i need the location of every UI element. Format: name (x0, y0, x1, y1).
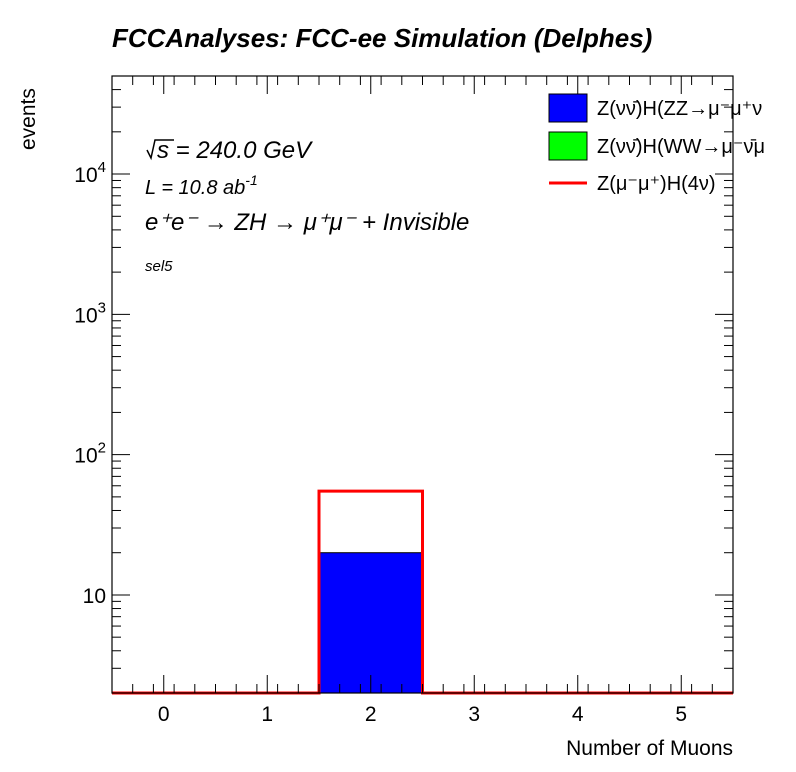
x-tick-label: 2 (365, 703, 377, 726)
annotations: s = 240.0 GeV L = 10.8 ab-1 e⁺e⁻ → ZH → … (145, 137, 469, 275)
x-tick-label: 4 (572, 703, 584, 726)
y-tick-label: 104 (74, 159, 106, 187)
x-tick-label: 1 (261, 703, 273, 726)
legend-entry-label: Z(νν̄)H(WW→μ⁻ν̄μ (597, 136, 765, 158)
sqrt-sign-icon (146, 139, 174, 161)
x-tick-label: 3 (468, 703, 480, 726)
annotation-process: e⁺e⁻ → ZH → μ⁺μ⁻ + Invisible (145, 209, 469, 236)
plot-frame (111, 75, 734, 694)
legend-swatch (548, 93, 588, 123)
energy-text: = 240.0 GeV (169, 137, 313, 164)
bars-layer (318, 552, 423, 694)
x-axis-title: Number of Muons (566, 737, 733, 760)
annotation-lumi: L = 10.8 ab-1 (145, 172, 258, 199)
histogram-bar (318, 552, 423, 694)
lumi-exponent: -1 (245, 172, 257, 188)
axis-ticks: 0 1 2 3 4 5 10 102 103 104 (74, 75, 734, 726)
chart-title: FCCAnalyses: FCC-ee Simulation (Delphes) (112, 23, 652, 53)
y-tick-label: 102 (74, 440, 106, 468)
legend: Z(νν̄)H(ZZ→μ⁻μ⁺ν Z(νν̄)H(WW→μ⁻ν̄μ Z(μ⁻μ⁺)H… (548, 93, 765, 195)
y-axis-title: events (17, 88, 40, 150)
sqrt-s-symbol: s (157, 137, 169, 164)
annotation-sqrt-s: s = 240.0 GeV (157, 137, 313, 164)
lumi-text: L = 10.8 ab (145, 177, 245, 199)
annotation-selection: sel5 (145, 258, 173, 275)
x-tick-label: 0 (158, 703, 170, 726)
legend-swatch (548, 131, 588, 161)
y-tick-label: 10 (83, 585, 106, 608)
y-tick-label: 103 (74, 299, 106, 327)
legend-entry-label: Z(νν̄)H(ZZ→μ⁻μ⁺ν (597, 98, 762, 120)
lines-layer (112, 489, 733, 695)
x-tick-label: 5 (675, 703, 687, 726)
legend-entry-label: Z(μ⁻μ⁺)H(4ν) (597, 173, 716, 195)
histogram-line-series (112, 489, 733, 695)
